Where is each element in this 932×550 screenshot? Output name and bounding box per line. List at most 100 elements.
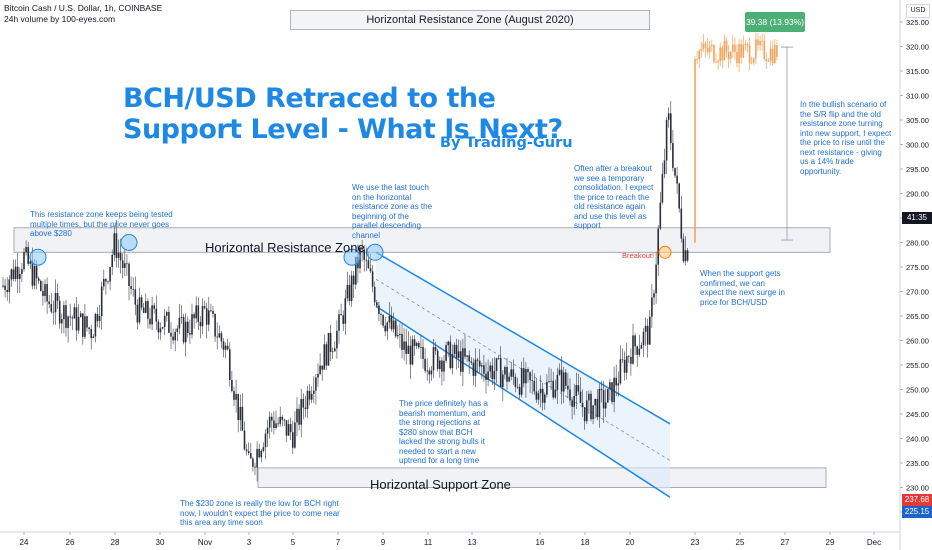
axis-unit[interactable]: USD [906, 4, 930, 18]
projection-body [727, 51, 730, 59]
channel-lower-line [375, 305, 671, 498]
candle-body [111, 255, 113, 268]
chart-title: BCH/USD Retraced to the Support Level - … [123, 83, 563, 145]
candle-body [96, 314, 99, 322]
candle-body [262, 447, 265, 451]
candle-body [197, 305, 200, 322]
candle-body [373, 286, 376, 303]
y-tick-label: 290.00 [906, 190, 929, 199]
support-confirm-note: When the support gets confirmed, we can … [700, 269, 785, 307]
candle-body [233, 391, 235, 400]
projection-body [734, 44, 736, 52]
candle-body [594, 398, 596, 406]
candle-body [451, 353, 454, 369]
candle-body [422, 346, 424, 359]
candle-body [504, 367, 506, 375]
candle-body [632, 335, 634, 364]
y-tick-label: 295.00 [906, 165, 929, 174]
candle-body [229, 349, 231, 380]
consolidation-note: Often after a breakout we see a temporar… [574, 164, 654, 230]
candle-body [487, 371, 489, 380]
touch-markers [29, 234, 672, 266]
candle-body [184, 321, 187, 343]
candle-body [283, 419, 286, 421]
candle-body [245, 449, 248, 452]
candle-body [37, 278, 40, 281]
candle-body [304, 407, 307, 409]
y-tick-label: 255.00 [906, 361, 929, 370]
projection-body [719, 47, 721, 61]
resistance-touch-marker [366, 243, 384, 261]
candle-body [455, 344, 458, 358]
candle-body [523, 368, 525, 384]
candle-body [310, 393, 313, 400]
candle-body [613, 377, 615, 403]
candle-body [61, 319, 63, 324]
candle-body [483, 365, 485, 374]
candle-body [405, 341, 407, 354]
candle-body [168, 312, 170, 333]
y-tick-label: 315.00 [906, 67, 929, 76]
projection-body [694, 58, 696, 243]
candle-body [10, 269, 13, 280]
candle-body [376, 302, 378, 306]
candle-body [630, 356, 632, 364]
candle-body [579, 391, 582, 404]
candle-body [546, 381, 548, 395]
candle-body [449, 341, 452, 369]
top-box-title: Horizontal Resistance Zone (August 2020) [290, 10, 650, 30]
candle-body [222, 341, 225, 350]
candle-body [516, 386, 519, 388]
candle-body [567, 385, 569, 390]
candle-body [342, 315, 344, 324]
candle-body [214, 313, 216, 337]
candle-body [497, 357, 500, 359]
candle-body [481, 365, 483, 367]
candle-body [512, 369, 515, 377]
candle-body [40, 280, 42, 291]
candle-body [86, 316, 88, 328]
y-tick-label: 265.00 [906, 312, 929, 321]
candle-body [79, 313, 82, 318]
candle-body [201, 306, 204, 327]
candle-body [155, 308, 158, 322]
candle-body [258, 448, 260, 458]
channel-upper-line [375, 251, 671, 425]
candle-body [462, 348, 464, 372]
candle-body [573, 395, 575, 407]
candle-body [520, 368, 523, 395]
candle-body [537, 393, 540, 400]
resistance-touch-marker [29, 248, 47, 266]
candle-body [577, 385, 580, 392]
candle-body [565, 372, 567, 386]
candle-body [386, 322, 389, 332]
candle-body [550, 380, 552, 382]
candle-body [315, 377, 317, 391]
candle-body [634, 335, 636, 347]
candle-body [535, 391, 538, 400]
candle-body [621, 359, 624, 361]
candle-body [105, 279, 107, 282]
projection-body [723, 40, 726, 61]
measure-tool [781, 46, 793, 241]
projection-layer [694, 33, 778, 244]
candle-body [243, 430, 246, 450]
x-tick-label: Nov [198, 538, 212, 547]
candle-body [661, 174, 664, 203]
candle-body [317, 373, 319, 378]
candle-body [292, 432, 294, 448]
x-tick-label: 26 [66, 538, 75, 547]
candle-body [415, 342, 418, 346]
candle-body [189, 333, 191, 335]
candle-body [121, 260, 124, 268]
candle-body [218, 333, 221, 338]
price-axis: 225.00230.00235.00240.00245.00250.00255.… [899, 0, 929, 550]
candle-body [646, 325, 649, 345]
candle-body [581, 403, 584, 408]
projection-body [757, 39, 759, 46]
candle-body [556, 374, 559, 390]
projection-body [732, 44, 734, 52]
candle-body [119, 252, 122, 261]
candle-body [268, 416, 271, 428]
